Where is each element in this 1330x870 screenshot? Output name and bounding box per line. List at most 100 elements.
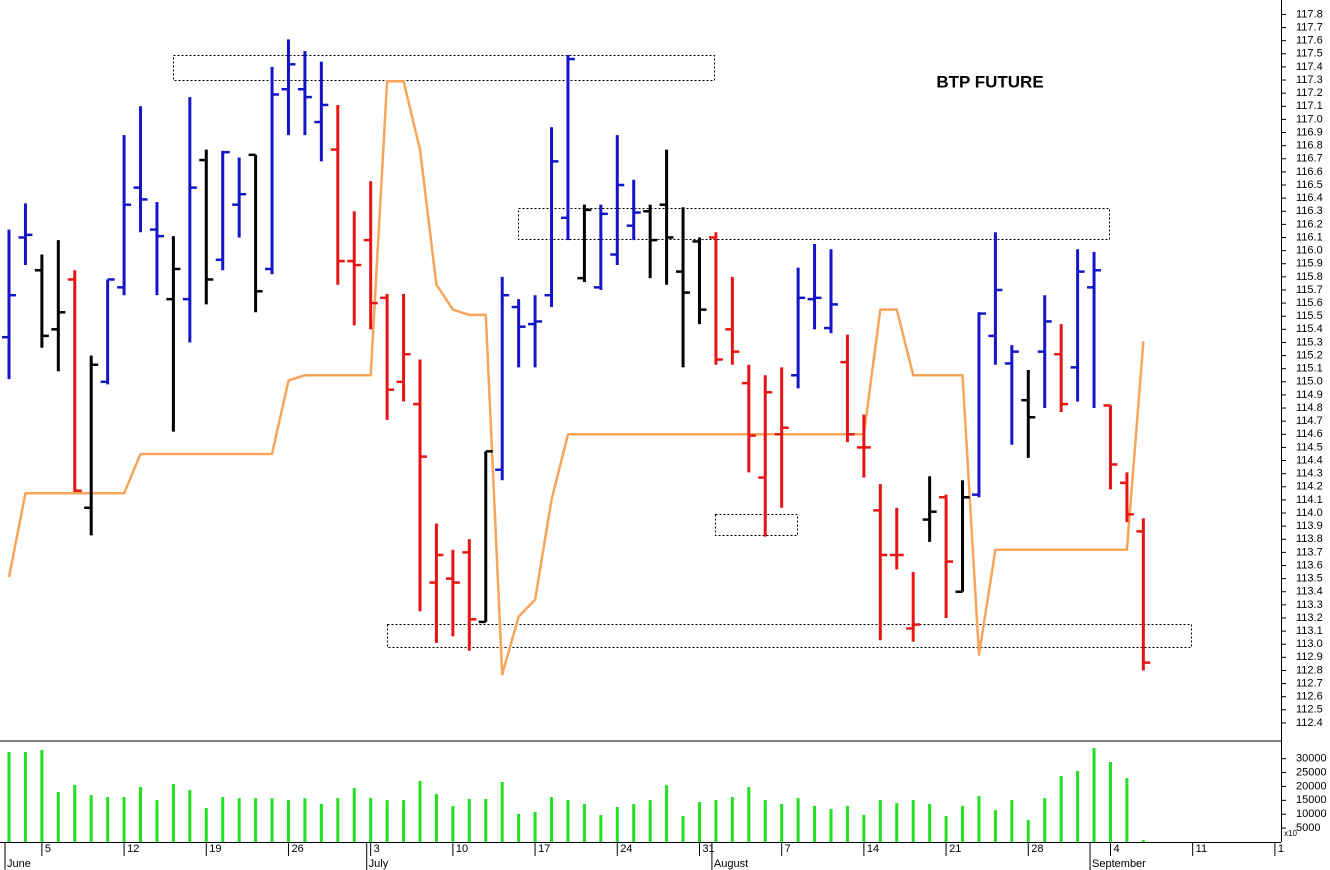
volume-bar [451,805,455,842]
volume-bar [237,798,241,842]
x-tick-label: 19 [209,843,221,855]
x-tick-label: 12 [127,843,139,855]
y-tick-label: 113.9 [1296,520,1323,532]
y-tick-label: 116.6 [1296,166,1323,178]
x-tick-label: 4 [1113,843,1119,855]
volume-bar [303,798,307,842]
x-tick-label: 1 [1278,843,1284,855]
volume-bar [23,752,27,842]
y-tick-label: 117.8 [1296,8,1323,20]
y-tick-label: 116.4 [1296,192,1323,204]
volume-bar [204,808,208,842]
volume-bar [911,800,915,842]
volume-bar [352,788,356,842]
volume-bar [270,798,274,842]
volume-bar [895,803,899,842]
volume-bar [484,798,488,842]
y-tick-label: 113.5 [1296,573,1323,585]
volume-bar [385,800,389,842]
volume-bar [221,797,225,842]
x-tick-label: 21 [949,843,961,855]
volume-bar [993,810,997,842]
volume-bar [155,800,159,842]
y-tick-label: 117.4 [1296,61,1323,73]
volume-bar [533,812,537,842]
x-tick-label: 11 [1196,843,1207,855]
y-tick-label: 116.8 [1296,140,1323,152]
zone [518,208,1110,240]
y-tick-label: 113.8 [1296,533,1323,545]
y-tick-label: 114.7 [1296,415,1323,427]
volume-bar [139,787,143,842]
volume-bar [747,787,751,842]
volume-bar [467,798,471,842]
volume-bar [254,798,258,842]
y-tick-label: 112.4 [1296,717,1323,729]
y-tick-label: 116.3 [1296,205,1323,217]
y-tick-label: 117.1 [1296,100,1323,112]
y-tick-label: 117.2 [1296,87,1323,99]
y-tick-label: 116.0 [1296,245,1323,257]
y-tick-label: 116.5 [1296,179,1323,191]
x-tick-label: 5 [45,843,51,855]
y-tick-label: 115.2 [1296,349,1323,361]
y-tick-label: 113.3 [1296,599,1323,611]
y-tick-label: 115.6 [1296,297,1323,309]
volume-bar [40,750,44,842]
x-tick-label: 26 [291,843,303,855]
month-label: August [714,858,748,870]
y-tick-label: 112.6 [1296,691,1323,703]
y-tick-label: 116.1 [1296,231,1323,243]
y-tick-label: 117.5 [1296,48,1323,60]
y-tick-label: 113.6 [1296,559,1323,571]
volume-bar [648,800,652,842]
y-tick-label: 113.2 [1296,612,1323,624]
volume-bar [1010,800,1014,842]
y-tick-label: 10000 [1296,808,1327,820]
y-tick-label: 114.4 [1296,454,1323,466]
volume-bar [434,793,438,842]
volume-bar [714,800,718,842]
volume-bar [763,800,767,842]
volume-bar [106,797,110,842]
y-tick-label: 114.8 [1296,402,1323,414]
volume-bar [582,803,586,842]
y-tick-label: 112.5 [1296,704,1323,716]
y-tick-label: 115.7 [1296,284,1323,296]
x-tick-label: 24 [620,843,632,855]
volume-bar [944,815,948,842]
volume-bar [188,790,192,842]
y-tick-label: 113.0 [1296,638,1323,650]
volume-bar [665,785,669,842]
y-tick-label: 117.0 [1296,113,1323,125]
volume-bar [7,752,11,842]
y-tick-label: 114.3 [1296,468,1323,480]
y-tick-label: 113.7 [1296,546,1323,558]
y-tick-label: 113.1 [1296,625,1323,637]
x-tick-label: 10 [456,843,468,855]
volume-bar [1125,778,1129,842]
y-tick-label: 114.2 [1296,481,1323,493]
y-tick-label: 30000 [1296,753,1327,765]
volume-scale-label: x10 [1284,829,1297,838]
y-tick-label: 115.9 [1296,258,1323,270]
y-tick-label: 115.3 [1296,336,1323,348]
volume-bar [418,780,422,842]
month-label: June [7,858,31,870]
volume-bar [1076,770,1080,842]
y-tick-label: 5000 [1296,822,1320,834]
volume-bar [402,800,406,842]
y-tick-label: 114.0 [1296,507,1323,519]
y-tick-label: 114.5 [1296,441,1323,453]
zone [173,55,715,81]
volume-bar [1026,820,1030,842]
x-tick-label: 17 [538,843,550,855]
y-tick-label: 117.3 [1296,74,1323,86]
y-tick-label: 117.6 [1296,35,1323,47]
volume-bar [961,805,965,842]
zone [387,624,1192,648]
volume-bar [632,803,636,842]
volume-bar [1059,775,1063,842]
y-tick-label: 112.8 [1296,664,1323,676]
volume-bar [615,807,619,842]
